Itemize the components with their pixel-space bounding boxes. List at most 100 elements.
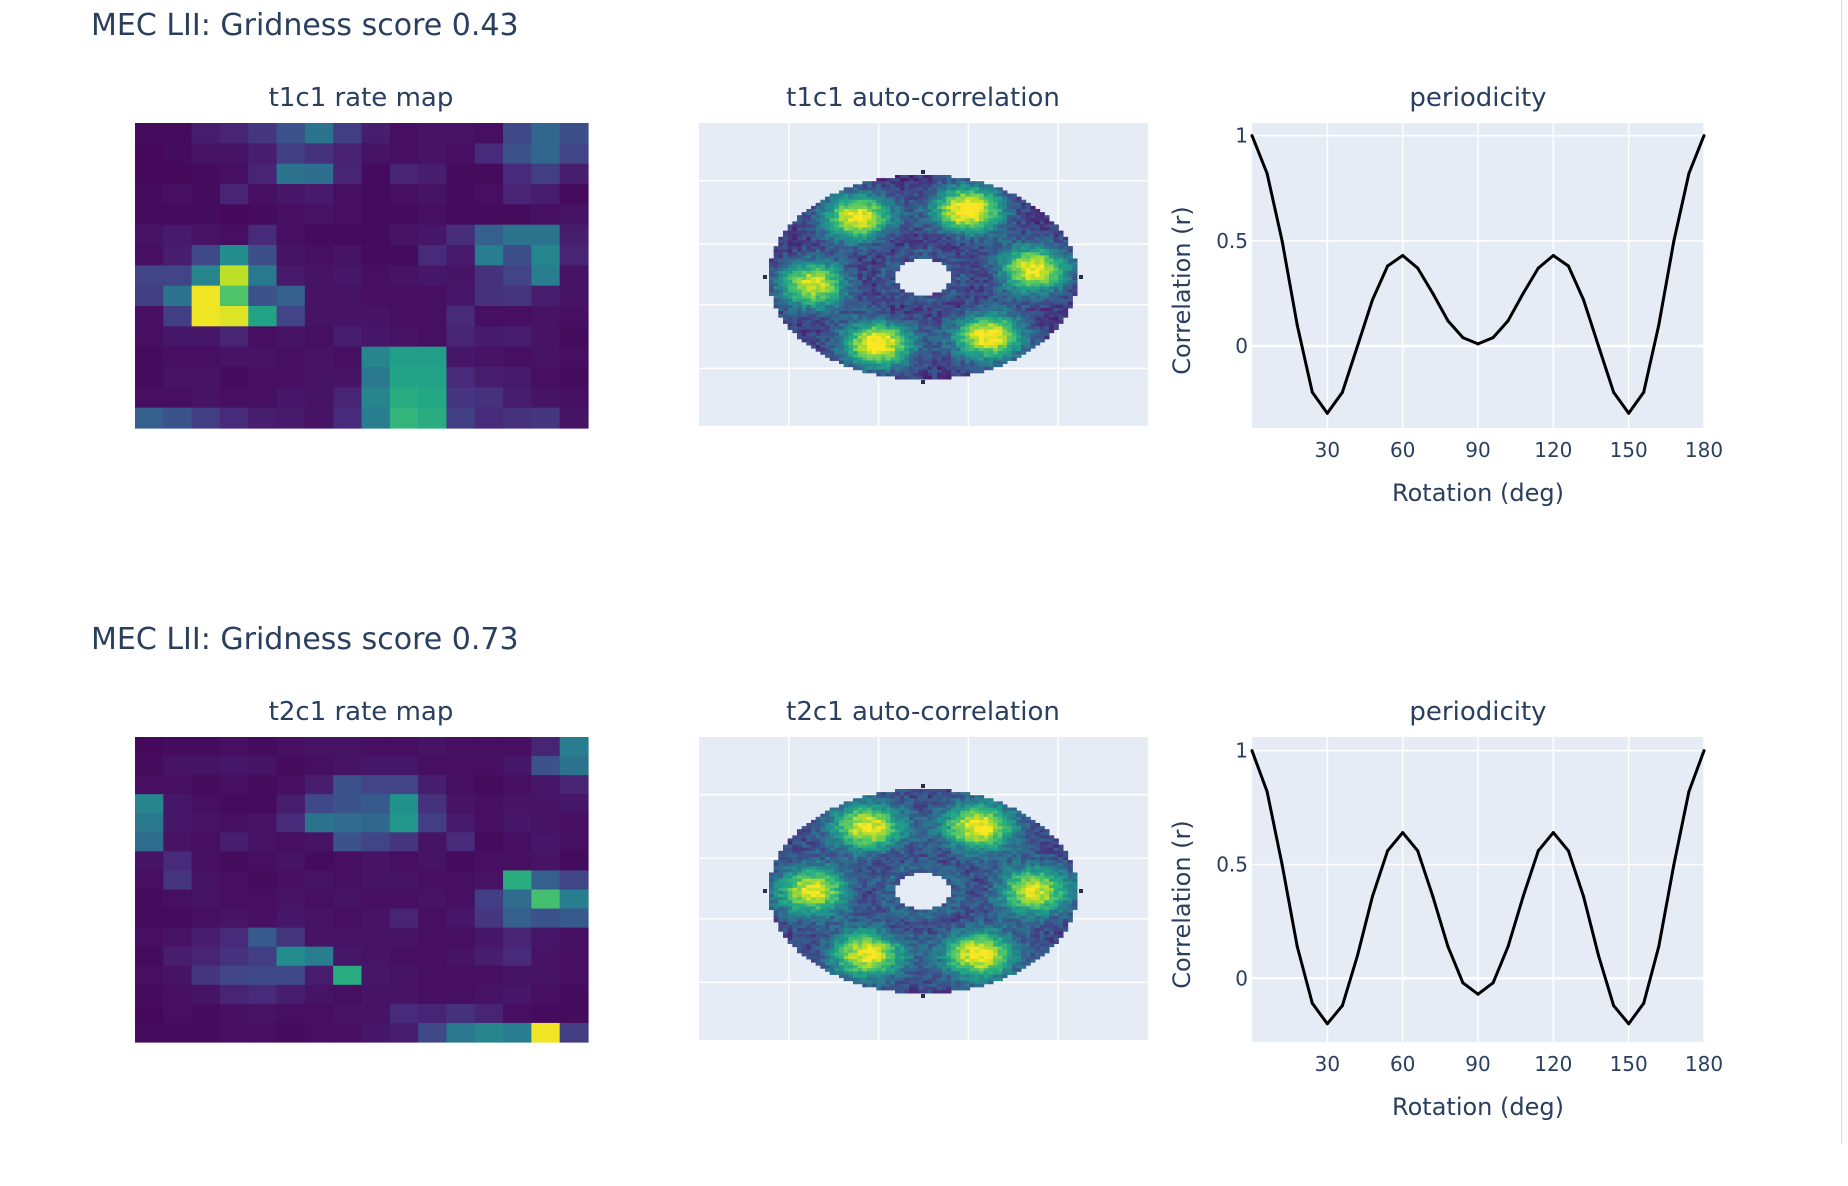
autocorr-cell bbox=[1035, 234, 1040, 238]
autocorr-cell bbox=[839, 342, 844, 346]
autocorr-cell bbox=[956, 798, 961, 802]
autocorr-cell bbox=[820, 848, 825, 852]
autocorr-cell bbox=[811, 336, 816, 340]
autocorr-cell bbox=[942, 212, 947, 216]
autocorr-cell bbox=[993, 277, 998, 281]
autocorr-cell bbox=[1026, 826, 1031, 830]
autocorr-cell bbox=[858, 194, 863, 198]
autocorr-cell bbox=[862, 280, 867, 284]
autocorr-cell bbox=[904, 357, 909, 361]
heatmap-cell bbox=[560, 143, 589, 164]
autocorr-cell bbox=[825, 274, 830, 278]
autocorr-cell bbox=[900, 330, 905, 334]
autocorr-cell bbox=[970, 249, 975, 253]
autocorr-cell bbox=[993, 317, 998, 321]
autocorr-cell bbox=[904, 221, 909, 225]
autocorr-cell bbox=[802, 848, 807, 852]
autocorr-cell bbox=[890, 823, 895, 827]
autocorr-cell bbox=[848, 860, 853, 864]
autocorr-cell bbox=[928, 228, 933, 232]
autocorr-cell bbox=[862, 231, 867, 235]
autocorr-cell bbox=[942, 296, 947, 300]
heatmap-cell bbox=[531, 245, 560, 266]
autocorr-cell bbox=[825, 255, 830, 259]
autocorr-cell bbox=[830, 209, 835, 213]
autocorr-cell bbox=[914, 203, 919, 207]
autocorr-cell bbox=[811, 209, 816, 213]
autocorr-cell bbox=[881, 820, 886, 824]
autocorr-cell bbox=[965, 330, 970, 334]
autocorr-cell bbox=[890, 286, 895, 290]
autocorr-cell bbox=[937, 296, 942, 300]
autocorr-cell bbox=[965, 302, 970, 306]
autocorr-cell bbox=[839, 829, 844, 833]
autocorr-cell bbox=[928, 364, 933, 368]
autocorr-cell bbox=[1030, 228, 1035, 232]
autocorr-cell bbox=[895, 326, 900, 330]
autocorr-cell bbox=[974, 308, 979, 312]
autocorr-cell bbox=[834, 286, 839, 290]
autocorr-cell bbox=[839, 848, 844, 852]
autocorr-cell bbox=[858, 308, 863, 312]
autocorr-cell bbox=[881, 326, 886, 330]
autocorr-cell bbox=[1030, 218, 1035, 222]
autocorr-cell bbox=[1063, 274, 1068, 278]
autocorr-cell bbox=[904, 215, 909, 219]
autocorr-cell bbox=[848, 829, 853, 833]
autocorr-cell bbox=[979, 814, 984, 818]
autocorr-cell bbox=[1049, 231, 1054, 235]
autocorr-cell bbox=[876, 296, 881, 300]
autocorr-cell bbox=[979, 351, 984, 355]
autocorr-cell bbox=[923, 194, 928, 198]
autocorr-cell bbox=[1021, 345, 1026, 349]
autocorr-cell bbox=[946, 258, 951, 262]
autocorr-cell bbox=[834, 832, 839, 836]
autocorr-cell bbox=[1044, 246, 1049, 250]
heatmap-cell bbox=[446, 794, 475, 814]
autocorr-cell bbox=[904, 842, 909, 846]
autocorr-cell bbox=[1026, 823, 1031, 827]
autocorr-cell bbox=[951, 228, 956, 232]
heatmap-cell bbox=[305, 265, 334, 286]
autocorr-cell bbox=[876, 231, 881, 235]
autocorr-cell bbox=[970, 190, 975, 194]
autocorr-cell bbox=[834, 826, 839, 830]
autocorr-cell bbox=[918, 194, 923, 198]
autocorr-cell bbox=[1040, 224, 1045, 228]
autocorr-cell bbox=[1007, 817, 1012, 821]
autocorr-cell bbox=[876, 795, 881, 799]
autocorr-cell bbox=[918, 246, 923, 250]
autocorr-cell bbox=[909, 373, 914, 377]
autocorr-cell bbox=[811, 314, 816, 318]
autocorr-cell bbox=[853, 804, 858, 808]
autocorr-cell bbox=[778, 851, 783, 855]
autocorr-cell bbox=[872, 823, 877, 827]
autocorr-cell bbox=[928, 857, 933, 861]
autocorr-cell bbox=[988, 814, 993, 818]
heatmap-cell bbox=[248, 813, 277, 833]
autocorr-cell bbox=[914, 187, 919, 191]
autocorr-cell bbox=[839, 292, 844, 296]
autocorr-cell bbox=[988, 848, 993, 852]
autocorr-cell bbox=[1044, 274, 1049, 278]
autocorr-cell bbox=[1021, 330, 1026, 334]
autocorr-cell bbox=[853, 305, 858, 309]
autocorr-cell bbox=[848, 237, 853, 241]
autocorr-cell bbox=[797, 231, 802, 235]
autocorr-cell bbox=[1002, 826, 1007, 830]
autocorr-cell bbox=[1049, 246, 1054, 250]
autocorr-cell bbox=[937, 811, 942, 815]
autocorr-cell bbox=[862, 345, 867, 349]
autocorr-cell bbox=[928, 848, 933, 852]
autocorr-cell bbox=[876, 848, 881, 852]
autocorr-cell bbox=[1016, 237, 1021, 241]
autocorr-cell bbox=[988, 339, 993, 343]
autocorr-cell bbox=[942, 354, 947, 358]
autocorr-cell bbox=[988, 842, 993, 846]
autocorr-cell bbox=[1007, 206, 1012, 210]
autocorr-cell bbox=[895, 190, 900, 194]
autocorr-cell bbox=[1040, 854, 1045, 858]
heatmap-cell bbox=[220, 1004, 249, 1024]
heatmap-cell bbox=[446, 306, 475, 327]
autocorr-cell bbox=[1026, 842, 1031, 846]
